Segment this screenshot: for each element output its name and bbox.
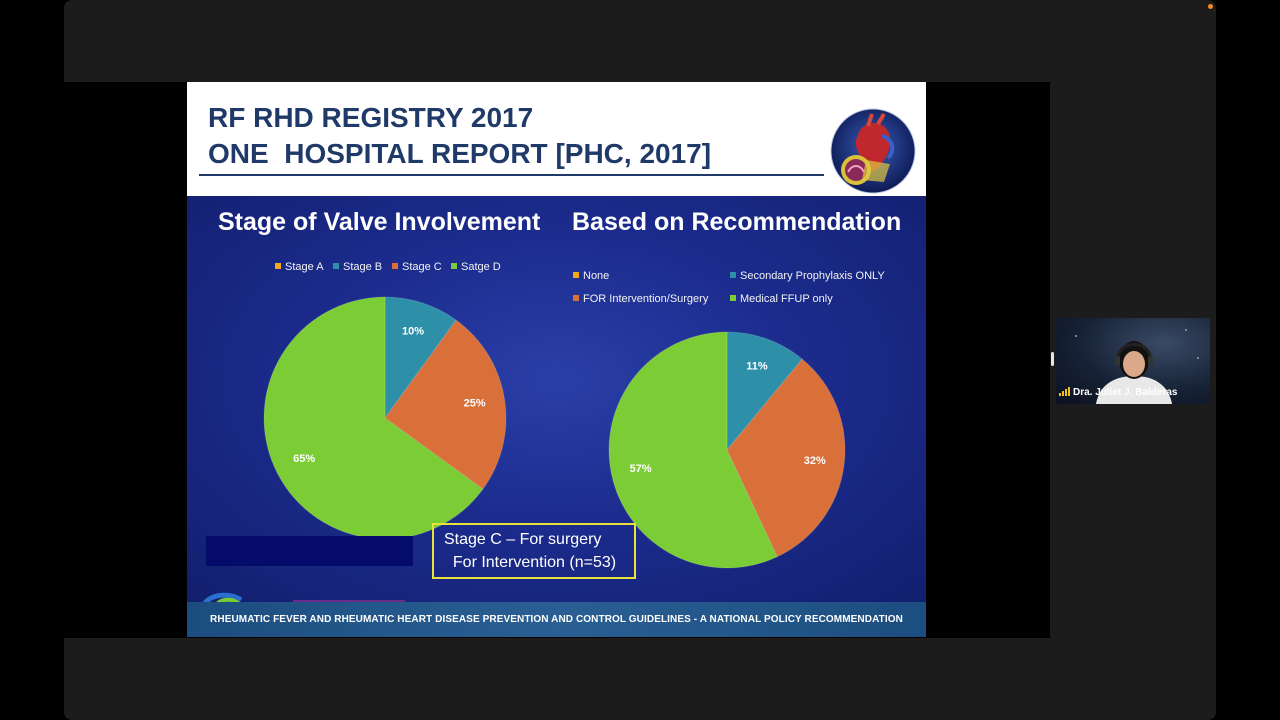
callout-line1: Stage C – For surgery	[444, 531, 602, 548]
pie-data-label: 11%	[746, 361, 768, 373]
pie-slice-for-intervention-surgery	[726, 358, 846, 558]
pie-chart-stage: 0%10%25%65%	[263, 296, 507, 540]
callout-box: Stage C – For surgery For Intervention (…	[432, 523, 636, 579]
slide-title: RF RHD REGISTRY 2017 ONE HOSPITAL REPORT…	[208, 100, 711, 172]
pie-slice-secondary-prophylaxis-only	[726, 331, 803, 452]
chart-2-title: Based on Recommendation	[572, 208, 902, 236]
legend-item: Satge D	[451, 261, 501, 273]
pie-slice-medical-ffup-only	[608, 331, 778, 569]
legend-item: Stage C	[392, 261, 442, 273]
pie-slice-stage-c	[384, 319, 507, 490]
legend-item: FOR Intervention/Surgery	[573, 293, 708, 305]
participant-name: Dra. Juliet J. Balderas	[1073, 387, 1178, 398]
legend-item: Medical FFUP only	[730, 293, 833, 305]
chart-panel: Stage of Valve Involvement Based on Reco…	[187, 196, 926, 602]
participant-video-tile[interactable]: Dra. Juliet J. Balderas	[1056, 318, 1210, 404]
participant-name-label: Dra. Juliet J. Balderas	[1059, 387, 1178, 398]
legend-label: FOR Intervention/Surgery	[583, 293, 709, 305]
legend-label: Medical FFUP only	[740, 293, 833, 305]
legend-swatch	[573, 295, 579, 301]
pie-data-label: 32%	[804, 455, 826, 467]
legend-label: Stage B	[343, 261, 383, 273]
pie-slice-stage-b	[384, 296, 457, 420]
legend-swatch	[573, 272, 579, 278]
legend-item: None	[573, 270, 609, 282]
heart-logo-icon	[830, 108, 916, 194]
slide-footer: RHEUMATIC FEVER AND RHEUMATIC HEART DISE…	[187, 602, 926, 637]
legend-item: Stage A	[275, 261, 324, 273]
legend-swatch	[333, 263, 339, 269]
title-underline	[199, 174, 824, 176]
legend-swatch	[392, 263, 398, 269]
pie-data-label: 10%	[402, 326, 424, 338]
legend-swatch	[275, 263, 281, 269]
signal-bars-icon	[1059, 387, 1070, 396]
legend-item: Secondary Prophylaxis ONLY	[730, 270, 885, 282]
chart-1-title: Stage of Valve Involvement	[218, 208, 541, 236]
recording-indicator	[1208, 4, 1213, 9]
pie-chart-recommendation: 0%11%32%57%	[608, 331, 846, 569]
legend-label: Secondary Prophylaxis ONLY	[740, 270, 885, 282]
callout-line2: For Intervention (n=53)	[444, 554, 617, 571]
presentation-slide: RF RHD REGISTRY 2017 ONE HOSPITAL REPORT…	[187, 82, 926, 637]
pie-data-label: 65%	[293, 453, 315, 465]
legend-label: Stage A	[285, 261, 324, 273]
legend-label: Satge D	[461, 261, 501, 273]
redaction-box	[206, 536, 413, 566]
slide-title-line2: ONE HOSPITAL REPORT [PHC, 2017]	[208, 138, 712, 169]
legend-label: None	[583, 270, 610, 282]
pie-slice-satge-d	[263, 296, 484, 540]
pie-data-label: 25%	[464, 398, 486, 410]
participant-avatar	[1075, 329, 1199, 404]
pie-data-label: 57%	[630, 463, 652, 475]
legend-label: Stage C	[402, 261, 442, 273]
slide-title-line1: RF RHD REGISTRY 2017	[208, 102, 534, 133]
legend-swatch	[730, 295, 736, 301]
resize-handle[interactable]	[1051, 352, 1054, 366]
legend-item: Stage B	[333, 261, 382, 273]
legend-swatch	[451, 263, 457, 269]
legend-swatch	[730, 272, 736, 278]
